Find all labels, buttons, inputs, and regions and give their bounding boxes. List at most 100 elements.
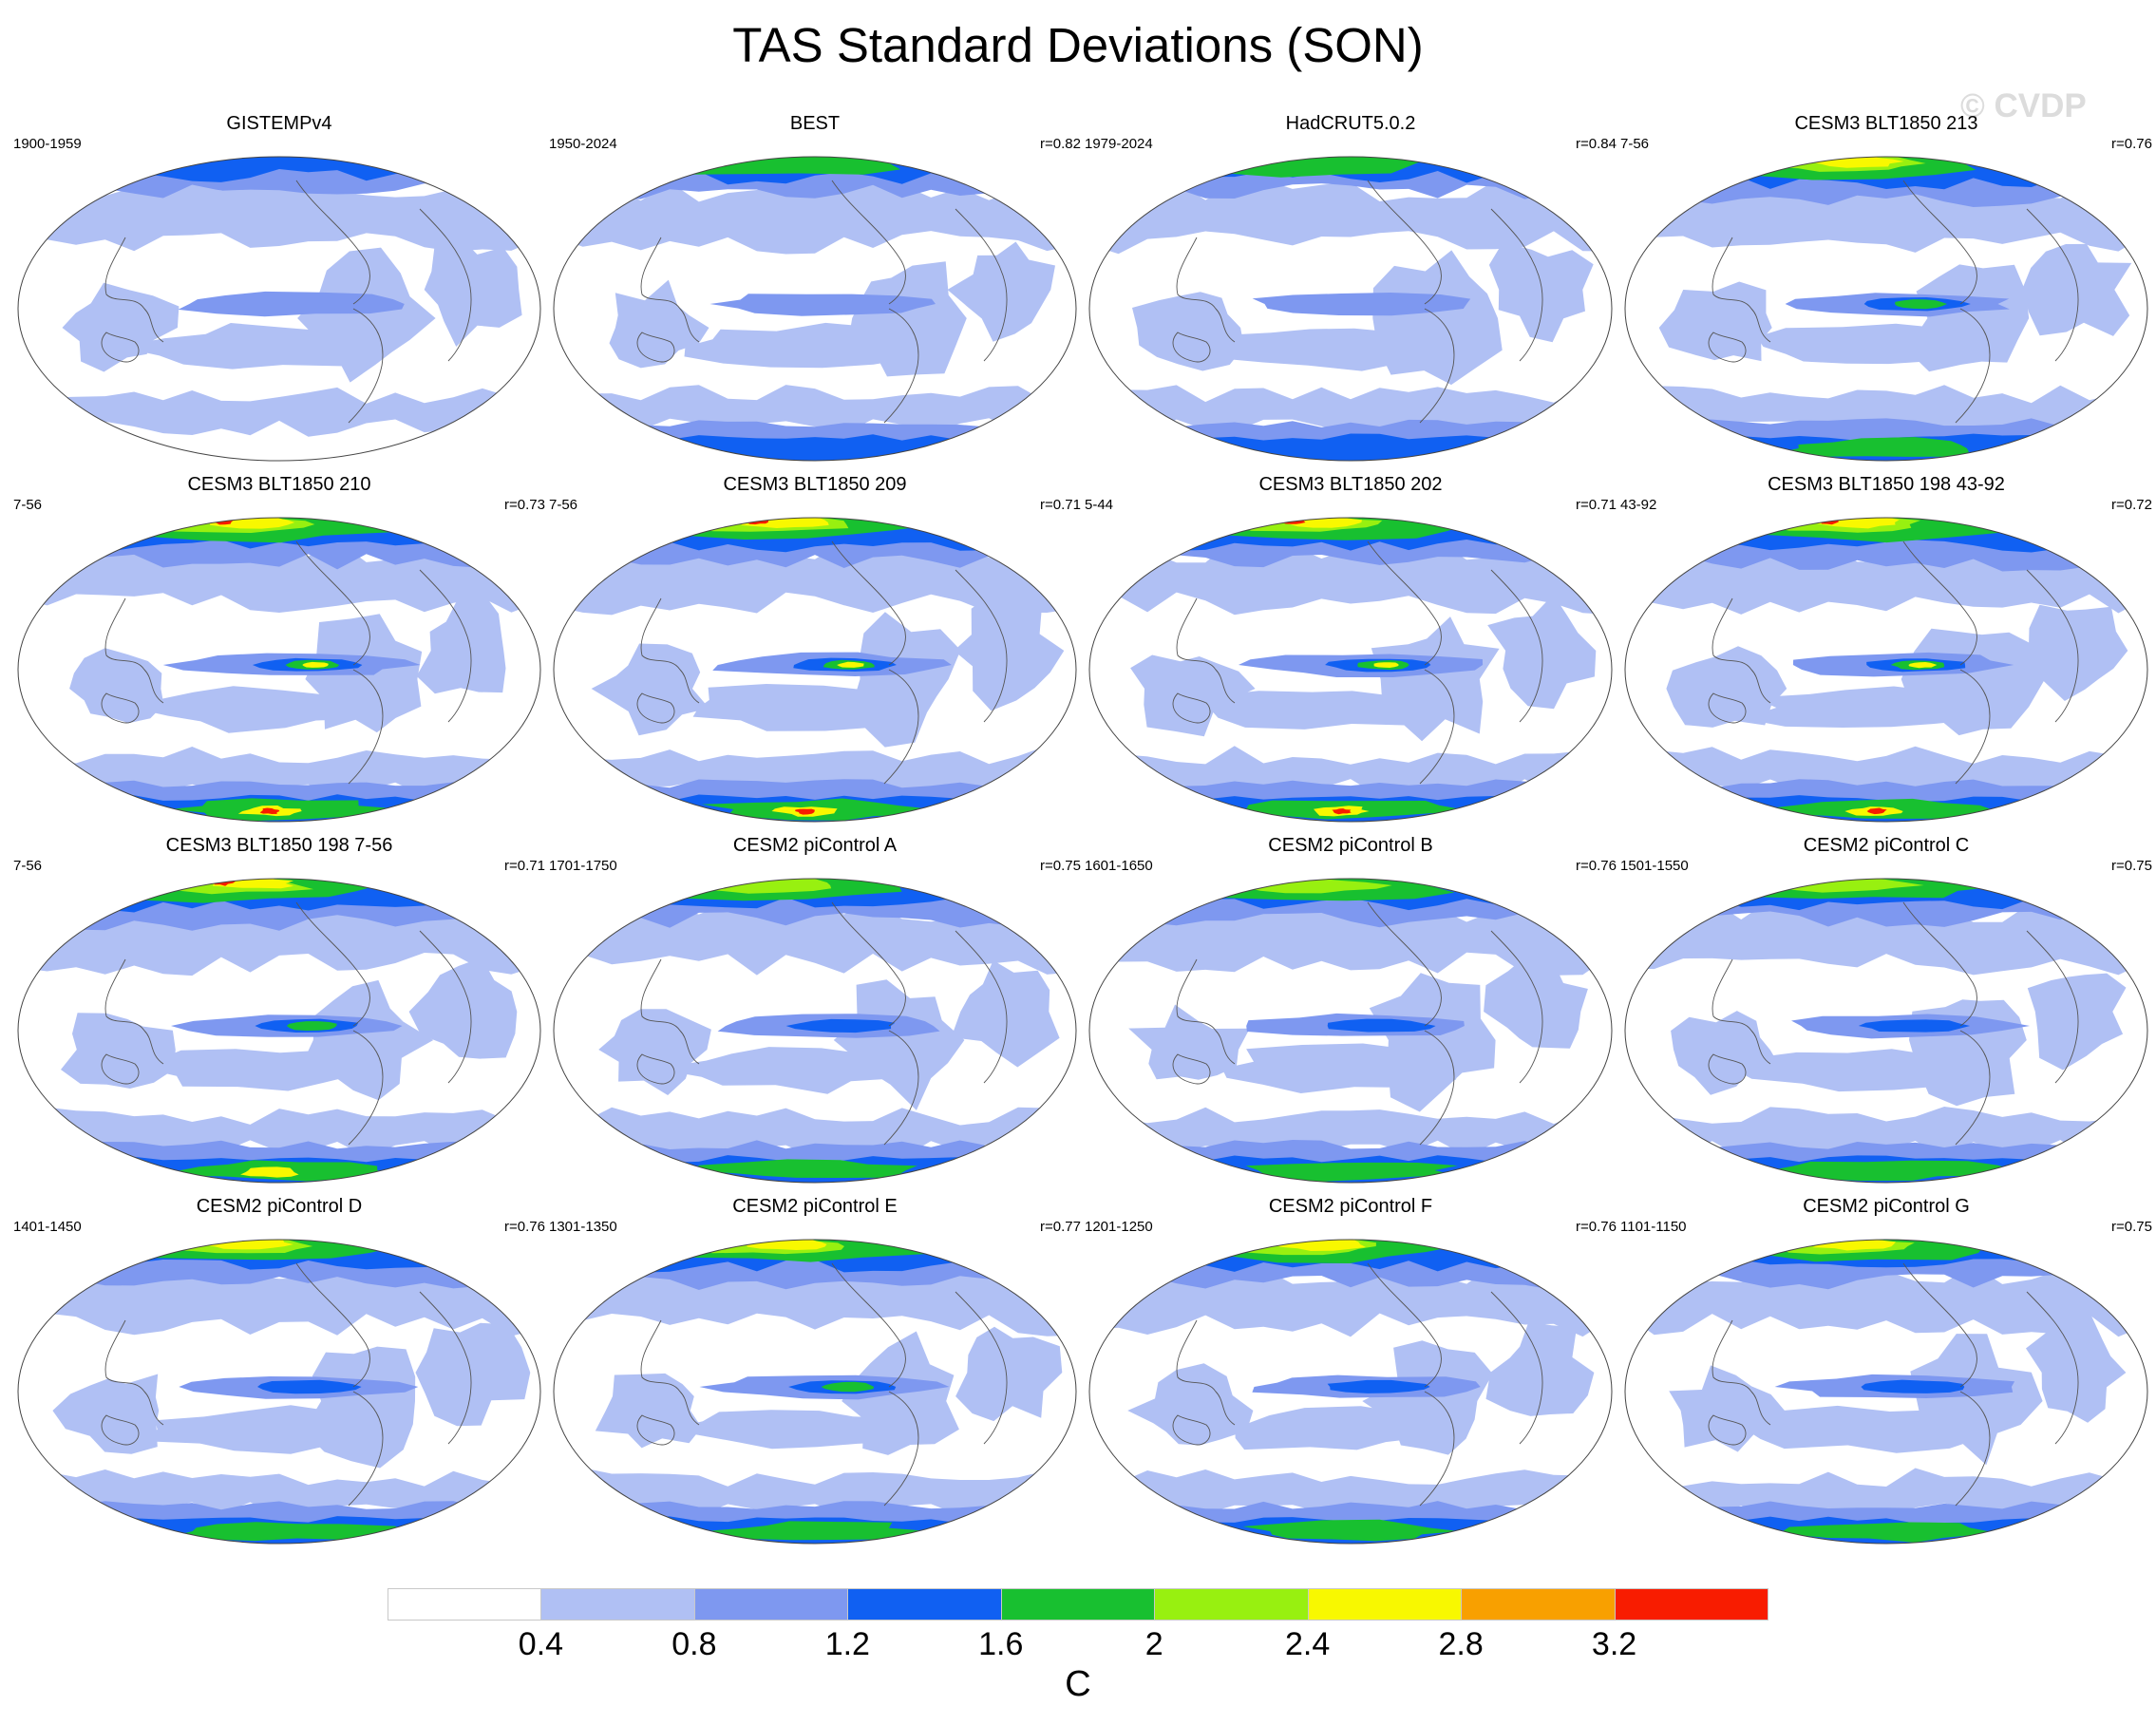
- nino-core: [257, 1379, 362, 1394]
- australia-coastline: [636, 692, 675, 724]
- north-america-coastline: [1367, 540, 1442, 666]
- south-america-patch: [1369, 973, 1496, 1112]
- southern-ocean-band: [1089, 1469, 1612, 1519]
- asia-coastline: [104, 597, 164, 704]
- asia-coastline: [1712, 237, 1771, 343]
- south-america-coastline: [1419, 1391, 1455, 1507]
- atlantic-patch: [1488, 242, 1594, 343]
- north-america-coastline: [831, 901, 906, 1027]
- asia-coastline: [1176, 958, 1236, 1065]
- siberia-core: [681, 879, 832, 894]
- indian-ocean-patch: [1669, 1365, 1785, 1452]
- world-map: [17, 517, 541, 823]
- asia-coastline: [1176, 1319, 1236, 1426]
- south-america-coastline: [348, 1391, 384, 1507]
- south-pacific-patch: [1746, 1405, 1977, 1453]
- nino-core-strong: [821, 1381, 875, 1393]
- colorbar-tick: 2.8: [1438, 1626, 1484, 1662]
- south-pacific-patch: [143, 1049, 357, 1091]
- antarctic-peak: [1332, 808, 1352, 815]
- africa-europe-coastline: [2026, 930, 2079, 1084]
- antarctic-core: [699, 1521, 931, 1541]
- south-america-patch: [297, 247, 436, 383]
- panel-correlation: r=0.71: [1576, 497, 1617, 513]
- south-america-coastline: [1955, 1391, 1991, 1507]
- south-america-coastline: [883, 308, 919, 424]
- map-boundary: [17, 878, 541, 1184]
- north-america-coastline: [295, 180, 370, 305]
- asia-coastline: [104, 1319, 164, 1426]
- map-boundary: [1088, 1239, 1613, 1545]
- asia-coastline: [640, 958, 700, 1065]
- panel-correlation: r=0.76: [504, 1219, 545, 1235]
- north-america-coastline: [295, 901, 370, 1027]
- indian-ocean-patch: [598, 1009, 711, 1095]
- atlantic-patch: [954, 594, 1065, 711]
- australia-coastline: [1172, 1053, 1211, 1085]
- map-panel: CESM2 piControl F 1201-1250 r=0.76: [1083, 1195, 1618, 1556]
- indian-ocean-patch: [609, 279, 709, 369]
- africa-europe-coastline: [419, 208, 472, 362]
- colorbar-swatch: [1461, 1588, 1616, 1621]
- australia-coastline: [101, 332, 140, 363]
- map-boundary: [17, 517, 541, 823]
- figure-title: TAS Standard Deviations (SON): [732, 18, 1424, 72]
- northern-midlatitude-band: [18, 178, 540, 253]
- indian-ocean-patch: [591, 643, 709, 736]
- panel-period: 1201-1250: [1085, 1219, 1153, 1235]
- south-america-patch: [298, 979, 434, 1101]
- world-map: [1088, 1239, 1613, 1545]
- indian-ocean-patch: [595, 1373, 702, 1449]
- south-pacific-patch: [668, 1410, 922, 1450]
- world-map: [1088, 156, 1613, 462]
- australia-coastline: [1708, 692, 1747, 724]
- colorbar-swatch: [1307, 1588, 1463, 1621]
- map-panel: CESM2 piControl C 1501-1550 r=0.75: [1618, 834, 2154, 1195]
- map-panel: HadCRUT5.0.2 1979-2024 r=0.84: [1083, 112, 1618, 473]
- asia-coastline: [1712, 597, 1771, 704]
- panel-correlation: r=0.75: [1040, 858, 1081, 874]
- atlantic-patch: [416, 592, 506, 694]
- south-america-patch: [833, 979, 965, 1110]
- panel-title: CESM2 piControl C: [1803, 835, 1970, 856]
- panel-title: CESM2 piControl G: [1803, 1196, 1970, 1217]
- colorbar-units-label: C: [1065, 1664, 1091, 1704]
- map-boundary: [553, 1239, 1077, 1545]
- map-panel: CESM2 piControl B 1601-1650 r=0.76: [1083, 834, 1618, 1195]
- indian-ocean-patch: [1130, 654, 1256, 737]
- atlantic-patch: [2021, 243, 2132, 336]
- northern-midlatitude-band: [1625, 1261, 2147, 1337]
- asia-coastline: [1712, 958, 1771, 1065]
- africa-europe-coastline: [419, 569, 472, 723]
- panel-correlation: r=0.82: [1040, 136, 1081, 152]
- siberia-core-strong: [200, 1240, 293, 1250]
- colorbar-tick: 0.8: [671, 1626, 717, 1662]
- map-panel: GISTEMPv4 1900-1959: [11, 112, 547, 473]
- north-america-coastline: [1902, 901, 1977, 1027]
- panel-title: CESM3 BLT1850 198 7-56: [165, 835, 393, 856]
- north-america-coastline: [1902, 540, 1977, 666]
- world-map: [553, 878, 1077, 1184]
- north-america-coastline: [1367, 901, 1442, 1027]
- colorbar-swatch: [693, 1588, 849, 1621]
- north-america-coastline: [1367, 1262, 1442, 1388]
- nino-core-max: [1373, 662, 1399, 668]
- africa-europe-coastline: [955, 1291, 1008, 1445]
- colorbar-tick: 0.4: [518, 1626, 564, 1662]
- indian-ocean-patch: [1128, 1004, 1250, 1080]
- asia-coastline: [104, 237, 164, 343]
- australia-coastline: [1708, 1053, 1747, 1085]
- panel-period: 7-56: [13, 858, 43, 874]
- world-map: [1624, 878, 2148, 1184]
- map-boundary: [1088, 878, 1613, 1184]
- map-panel: CESM2 piControl G 1101-1150 r=0.75: [1618, 1195, 2154, 1556]
- siberia-high-variability: [647, 157, 901, 175]
- south-america-coastline: [348, 669, 384, 785]
- map-boundary: [553, 878, 1077, 1184]
- map-panel: BEST 1950-2024 r=0.82: [547, 112, 1083, 473]
- south-america-patch: [847, 261, 967, 377]
- panel-title: CESM2 piControl F: [1268, 1196, 1433, 1217]
- panel-period: 1979-2024: [1085, 136, 1153, 152]
- map-boundary: [17, 156, 541, 462]
- north-america-coastline: [295, 1262, 370, 1388]
